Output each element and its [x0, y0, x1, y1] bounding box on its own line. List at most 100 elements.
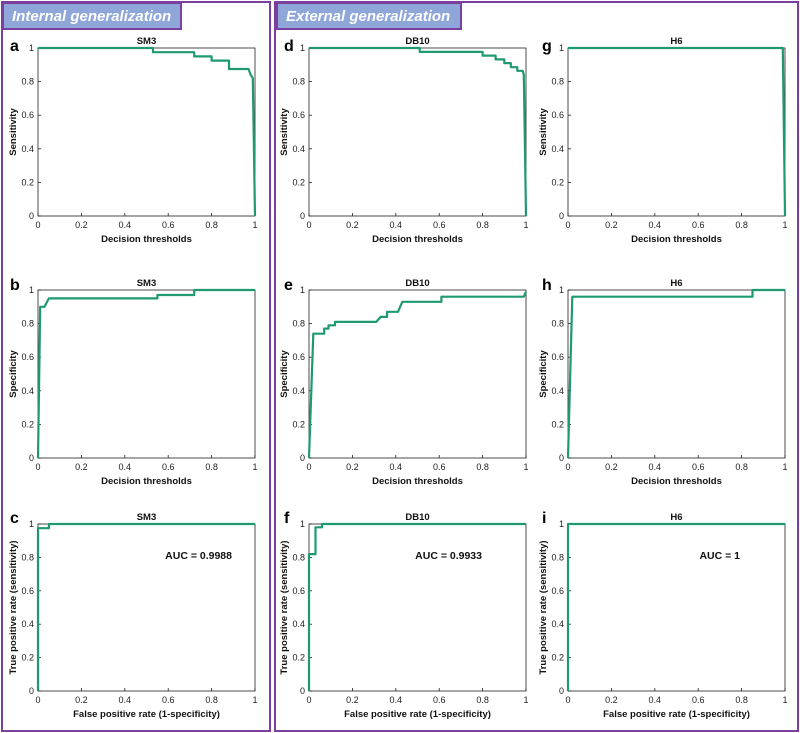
chart-1-xtick-label: 0.6 [162, 220, 175, 230]
chart-2-ytick-label: 0 [300, 211, 305, 221]
chart-1-xtick-label: 0.4 [119, 220, 132, 230]
chart-5-ytick-label: 0.8 [292, 319, 305, 329]
chart-5-title: DB10 [405, 278, 429, 289]
chart-6-xtick-label: 0.8 [735, 462, 748, 472]
chart-7-ytick-label: 0.2 [21, 653, 34, 663]
chart-3-xtick-label: 0 [565, 220, 570, 230]
chart-9-ytick-label: 0 [559, 686, 564, 696]
chart-5-ytick-label: 0.6 [292, 352, 305, 362]
chart-8-ytick-label: 0.4 [292, 619, 305, 629]
chart-2-title: DB10 [405, 36, 429, 47]
chart-3-title: H6 [670, 36, 682, 47]
chart-7-xtick-label: 0.2 [75, 695, 88, 705]
panel-letter-g: g [542, 38, 552, 55]
chart-9-auc-annotation: AUC = 1 [699, 550, 740, 562]
chart-2-xtick-label: 0.6 [433, 220, 446, 230]
chart-9-axes-box [567, 523, 786, 692]
chart-3-xtick-label: 1 [782, 220, 787, 230]
chart-4-ytick-label: 0.6 [21, 352, 34, 362]
chart-4-curve [36, 288, 255, 459]
chart-4-ytick-label: 0.2 [21, 419, 34, 429]
chart-5-ytick-label: 0 [300, 453, 305, 463]
chart-7-ytick-label: 0.6 [21, 586, 34, 596]
chart-1-xlabel: Decision thresholds [101, 234, 192, 245]
chart-8-ytick-label: 0.6 [292, 586, 305, 596]
chart-3-xlabel: Decision thresholds [631, 234, 722, 245]
chart-2-xtick-label: 0 [306, 220, 311, 230]
chart-8-xtick-label: 0.4 [390, 695, 403, 705]
chart-5-ytick-label: 0.2 [292, 419, 305, 429]
chart-8-ytick-label: 0.8 [292, 552, 305, 562]
chart-9-ylabel: True positive rate (sensitivity) [538, 540, 549, 674]
chart-9-ytick-label: 1 [559, 519, 564, 529]
chart-4-xtick-label: 0.8 [205, 462, 218, 472]
chart-2-curve [309, 46, 528, 217]
chart-7-ytick-label: 0.4 [21, 619, 34, 629]
chart-8-curve [307, 522, 526, 691]
chart-3-ytick-label: 0.2 [551, 177, 564, 187]
chart-9-ytick-label: 0.4 [551, 619, 564, 629]
chart-7-xtick-label: 0 [35, 695, 40, 705]
chart-8-xtick-label: 0 [306, 695, 311, 705]
chart-1-ytick-label: 0.8 [21, 77, 34, 87]
chart-3-ylabel: Sensitivity [538, 108, 549, 156]
chart-9-xtick-label: 0 [565, 695, 570, 705]
chart-8-xtick-label: 0.2 [346, 695, 359, 705]
panel-letter-b: b [10, 277, 20, 294]
chart-9-ytick-label: 0.2 [551, 653, 564, 663]
chart-3-xtick-label: 0.2 [605, 220, 618, 230]
chart-4-ytick-label: 0.8 [21, 319, 34, 329]
chart-3-ytick-label: 0 [559, 211, 564, 221]
panel-letter-e: e [284, 277, 293, 294]
chart-8-xtick-label: 0.6 [433, 695, 446, 705]
chart-2-ytick-label: 0.8 [292, 77, 305, 87]
chart-1-xtick-label: 0 [35, 220, 40, 230]
chart-8-ytick-label: 0 [300, 686, 305, 696]
chart-3-axes-box [567, 47, 786, 217]
chart-4-ytick-label: 0 [29, 453, 34, 463]
chart-4-ytick-label: 1 [29, 285, 34, 295]
chart-4-xtick-label: 0.2 [75, 462, 88, 472]
panel-letter-a: a [10, 38, 19, 55]
chart-5-curve [307, 291, 528, 459]
chart-9-xlabel: False positive rate (1-specificity) [603, 709, 750, 720]
chart-1-ytick-label: 0 [29, 211, 34, 221]
chart-7-xtick-label: 1 [252, 695, 257, 705]
chart-8-ytick-label: 1 [300, 519, 305, 529]
chart-8-ylabel: True positive rate (sensitivity) [279, 540, 290, 674]
chart-3-curve [568, 46, 787, 217]
chart-6-xlabel: Decision thresholds [631, 476, 722, 487]
chart-7-title: SM3 [137, 512, 157, 523]
chart-5-xtick-label: 0.4 [390, 462, 403, 472]
chart-6-xtick-label: 0.4 [649, 462, 662, 472]
panel-letter-h: h [542, 277, 552, 294]
chart-3-ytick-label: 0.4 [551, 144, 564, 154]
chart-7-xtick-label: 0.6 [162, 695, 175, 705]
chart-8-ytick-label: 0.2 [292, 653, 305, 663]
chart-5-axes-box [308, 289, 527, 459]
chart-4-xtick-label: 0 [35, 462, 40, 472]
chart-8-xtick-label: 0.8 [476, 695, 489, 705]
chart-2-xlabel: Decision thresholds [372, 234, 463, 245]
panel-letter-f: f [284, 510, 290, 527]
chart-2-xtick-label: 1 [523, 220, 528, 230]
chart-5-xtick-label: 0.6 [433, 462, 446, 472]
chart-4-xtick-label: 1 [252, 462, 257, 472]
chart-5-xtick-label: 0 [306, 462, 311, 472]
chart-1-ytick-label: 0.2 [21, 177, 34, 187]
chart-9-ytick-label: 0.6 [551, 586, 564, 596]
chart-2-ytick-label: 0.4 [292, 144, 305, 154]
chart-3-xtick-label: 0.8 [735, 220, 748, 230]
chart-5-xtick-label: 0.2 [346, 462, 359, 472]
chart-6-xtick-label: 0 [565, 462, 570, 472]
chart-9-xtick-label: 0.2 [605, 695, 618, 705]
chart-8-title: DB10 [405, 512, 429, 523]
chart-9-xtick-label: 1 [782, 695, 787, 705]
chart-7-ylabel: True positive rate (sensitivity) [8, 540, 19, 674]
chart-4-xtick-label: 0.6 [162, 462, 175, 472]
chart-1-curve [38, 46, 257, 217]
external-group-frame [274, 1, 799, 732]
chart-2-ylabel: Sensitivity [279, 108, 290, 156]
chart-4-ytick-label: 0.4 [21, 386, 34, 396]
chart-2-ytick-label: 0.2 [292, 177, 305, 187]
